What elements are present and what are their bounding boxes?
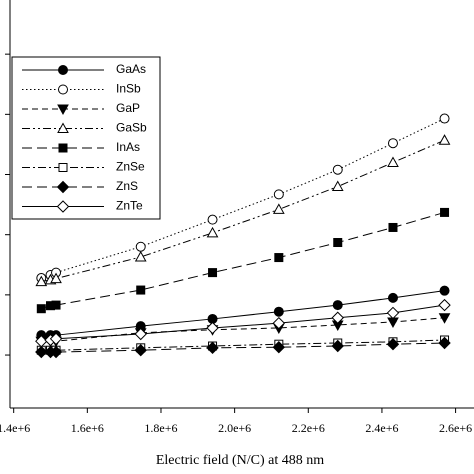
- legend-label: ZnTe: [116, 199, 143, 213]
- marker: [387, 156, 399, 167]
- marker: [332, 300, 343, 311]
- marker: [58, 143, 68, 153]
- marker: [386, 306, 400, 320]
- series: [35, 134, 451, 287]
- marker: [206, 341, 219, 355]
- marker: [57, 104, 69, 116]
- legend: GaAs InSb GaP GaSb InAs ZnSe ZnS ZnTe: [11, 56, 161, 220]
- marker: [387, 292, 398, 303]
- x-tick-label: 2.0e+6: [218, 421, 251, 435]
- marker: [134, 250, 147, 262]
- marker: [273, 306, 284, 317]
- series: [35, 298, 451, 348]
- marker: [272, 203, 285, 214]
- marker: [439, 113, 450, 124]
- legend-label: InSb: [116, 82, 141, 96]
- x-tick-label: 1.6e+6: [71, 421, 104, 435]
- marker: [274, 253, 284, 263]
- marker: [206, 321, 219, 335]
- marker: [331, 311, 344, 324]
- marker: [51, 300, 61, 310]
- marker: [36, 304, 46, 314]
- marker: [134, 344, 147, 357]
- legend-label: GaP: [116, 101, 140, 115]
- series-line: [41, 342, 445, 353]
- x-tick-label: 2.2e+6: [292, 421, 325, 435]
- marker: [440, 207, 450, 217]
- marker: [331, 180, 344, 192]
- marker: [136, 285, 146, 295]
- marker: [333, 238, 343, 248]
- marker: [438, 134, 451, 145]
- legend-label: InAs: [116, 140, 140, 154]
- series: [35, 336, 451, 359]
- marker: [272, 341, 286, 354]
- marker: [208, 268, 218, 278]
- marker: [206, 226, 219, 238]
- marker: [438, 313, 451, 324]
- legend-box: [11, 56, 161, 220]
- marker: [50, 272, 62, 284]
- legend-label: GaSb: [116, 121, 147, 135]
- marker: [58, 163, 68, 172]
- series-line: [41, 339, 445, 351]
- x-tick-label: 2.4e+6: [365, 421, 398, 435]
- x-tick-label: 1.4e+6: [0, 421, 30, 435]
- marker: [272, 316, 286, 330]
- marker: [388, 222, 398, 232]
- marker: [49, 345, 63, 359]
- marker: [438, 336, 451, 350]
- series: [35, 313, 451, 348]
- x-tick-label: 1.8e+6: [144, 421, 177, 435]
- marker: [331, 339, 344, 353]
- marker: [387, 138, 398, 149]
- marker: [387, 317, 399, 328]
- marker: [57, 122, 69, 133]
- marker: [438, 298, 451, 312]
- marker: [56, 200, 70, 213]
- marker: [58, 65, 68, 75]
- series: [36, 207, 450, 314]
- series-line: [41, 317, 445, 342]
- marker: [56, 180, 70, 194]
- legend-label: ZnSe: [116, 160, 145, 174]
- x-axis-label: Electric field (N/C) at 488 nm: [156, 453, 324, 468]
- series: [36, 335, 450, 355]
- marker: [58, 84, 68, 95]
- marker: [135, 241, 146, 252]
- x-tick-label: 2.6e+6: [439, 421, 472, 435]
- marker: [207, 214, 218, 225]
- marker: [134, 327, 147, 341]
- marker: [386, 338, 400, 351]
- legend-label: GaAs: [116, 62, 146, 76]
- marker: [273, 189, 284, 200]
- marker: [35, 275, 48, 287]
- series-line: [41, 211, 445, 310]
- series-line: [41, 304, 445, 342]
- legend-label: ZnS: [116, 179, 138, 193]
- marker: [439, 285, 450, 296]
- marker: [35, 345, 48, 359]
- marker: [49, 332, 63, 346]
- marker: [332, 164, 343, 175]
